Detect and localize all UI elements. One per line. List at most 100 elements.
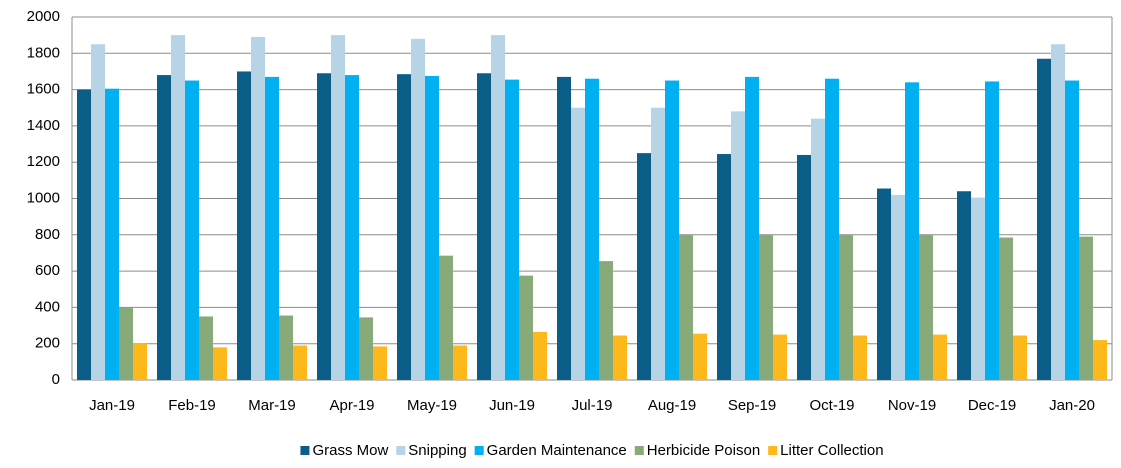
legend-swatch (396, 446, 406, 455)
y-tick-label: 2000 (27, 8, 60, 25)
x-tick-label: Feb-19 (168, 397, 216, 414)
bar (199, 316, 213, 380)
bar (1051, 44, 1065, 380)
bar (439, 255, 453, 380)
bar (157, 75, 171, 380)
bar (759, 234, 773, 380)
bar (811, 118, 825, 380)
legend-label: Herbicide Poison (647, 442, 760, 459)
legend-label: Grass Mow (312, 442, 388, 459)
y-tick-label: 400 (35, 298, 60, 315)
bar (613, 335, 627, 380)
bar (571, 107, 585, 380)
bar (985, 81, 999, 381)
bar (317, 73, 331, 380)
bar (397, 74, 411, 381)
bar (797, 154, 811, 380)
bar (251, 36, 265, 381)
bar (933, 334, 947, 380)
bar (585, 78, 599, 381)
legend-swatch (768, 446, 778, 455)
x-tick-label: Apr-19 (329, 397, 374, 414)
x-tick-label: Mar-19 (248, 397, 296, 414)
bar (505, 79, 519, 381)
bar (1037, 58, 1051, 381)
bar (91, 44, 105, 380)
bar (665, 80, 679, 381)
bar (905, 82, 919, 380)
bar (265, 76, 279, 381)
bar (957, 191, 971, 380)
bar (731, 111, 745, 380)
bar (971, 197, 985, 380)
bar (119, 307, 133, 380)
y-tick-label: 1600 (27, 81, 60, 98)
bar (279, 315, 293, 380)
y-tick-label: 800 (35, 226, 60, 243)
bar (213, 347, 227, 380)
bar (171, 35, 185, 381)
bar (519, 275, 533, 380)
x-tick-label: Sep-19 (728, 397, 776, 414)
bar (825, 78, 839, 381)
bar (411, 38, 425, 380)
bar (717, 154, 731, 380)
bar (1065, 80, 1079, 381)
bar (237, 71, 251, 380)
y-tick-label: 600 (35, 262, 60, 279)
legend-label: Litter Collection (780, 442, 883, 459)
legend-swatch (300, 446, 310, 455)
y-tick-label: 1400 (27, 117, 60, 134)
bar (105, 88, 119, 380)
y-tick-label: 1000 (27, 189, 60, 206)
x-tick-label: Jul-19 (572, 397, 613, 414)
bar (919, 234, 933, 380)
bar (477, 73, 491, 380)
bar (185, 80, 199, 381)
legend-swatch (474, 446, 484, 455)
bar (373, 346, 387, 380)
bar (999, 237, 1013, 380)
bar (533, 331, 547, 380)
x-tick-label: Nov-19 (888, 397, 936, 414)
bar (133, 343, 147, 380)
bar (1079, 236, 1093, 380)
bar (345, 75, 359, 380)
bar (453, 345, 467, 380)
bar (1093, 340, 1107, 380)
bar (293, 345, 307, 380)
bar (877, 188, 891, 380)
y-tick-label: 200 (35, 335, 60, 352)
bar (773, 334, 787, 380)
y-tick-label: 0 (52, 371, 60, 388)
bar (693, 333, 707, 380)
bar (853, 335, 867, 380)
bar (891, 194, 905, 380)
x-tick-label: Jan-20 (1049, 397, 1095, 414)
x-tick-label: Dec-19 (968, 397, 1016, 414)
bar (651, 107, 665, 380)
legend-swatch (634, 446, 644, 455)
bar (77, 89, 91, 380)
bar (425, 75, 439, 381)
y-tick-label: 1800 (27, 44, 60, 61)
y-tick-label: 1200 (27, 153, 60, 170)
legend-label: Garden Maintenance (487, 442, 627, 459)
x-tick-label: Jan-19 (89, 397, 135, 414)
bar (745, 76, 759, 381)
bar (637, 153, 651, 380)
x-tick-label: Aug-19 (648, 397, 696, 414)
bar (359, 317, 373, 380)
bar (557, 76, 571, 381)
legend-label: Snipping (408, 442, 466, 459)
x-tick-label: May-19 (407, 397, 457, 414)
bar (1013, 335, 1027, 380)
bar (599, 261, 613, 380)
bar (331, 35, 345, 381)
bar (679, 234, 693, 380)
x-tick-label: Jun-19 (489, 397, 535, 414)
x-tick-label: Oct-19 (809, 397, 854, 414)
bar (491, 35, 505, 381)
bar (839, 234, 853, 380)
